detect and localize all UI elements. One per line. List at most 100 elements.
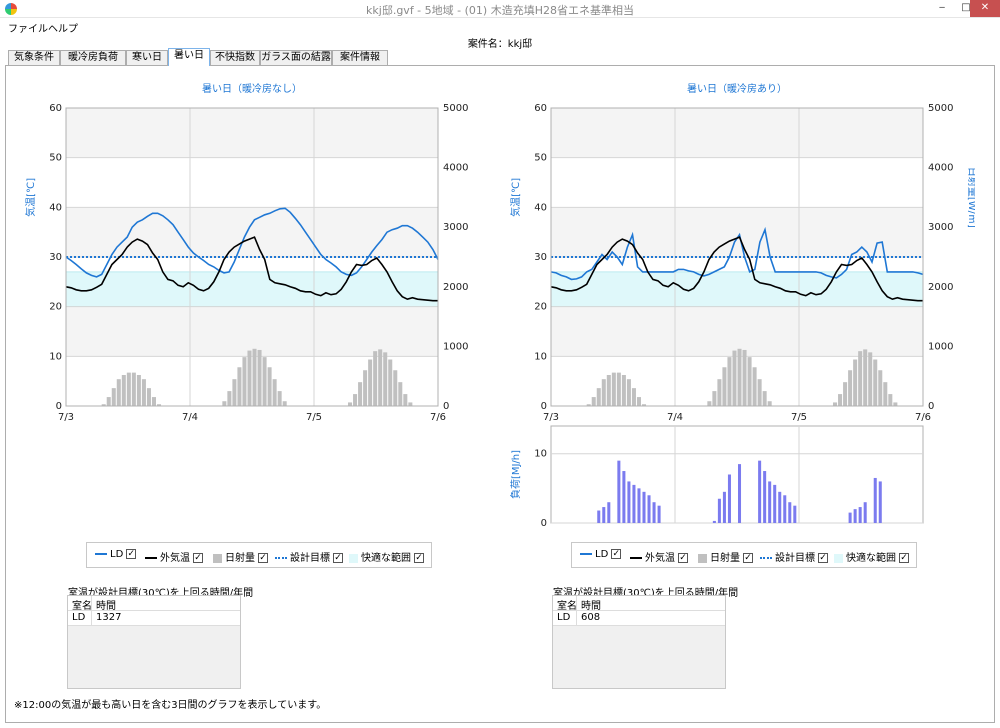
tab-hot-day[interactable]: 暑い日: [168, 48, 210, 66]
load-bar: [788, 502, 792, 523]
load-bar: [863, 502, 867, 523]
table-row[interactable]: LD 1327: [68, 611, 240, 626]
menu-file[interactable]: ファイル: [8, 24, 48, 35]
legend-solar-checkbox[interactable]: ✓: [743, 553, 753, 563]
solar-bar: [146, 388, 151, 406]
tab-glass-condensation[interactable]: ガラス面の結露: [260, 50, 332, 65]
solar-bar: [111, 388, 116, 406]
load-bar: [637, 488, 641, 523]
solar-bar: [586, 404, 591, 406]
solar-bar: [272, 379, 277, 406]
y-tick-label: 60: [49, 103, 62, 114]
load-bar: [853, 509, 857, 523]
load-bar: [607, 502, 611, 523]
legend-ld-checkbox[interactable]: ✓: [126, 549, 137, 559]
legend-solar-checkbox[interactable]: ✓: [258, 553, 268, 563]
x-tick-label: 7/4: [667, 412, 683, 423]
solar-bar: [116, 379, 121, 406]
y-tick-label: 10: [49, 351, 62, 362]
comfort-range: [65, 271, 439, 307]
menu-bar: ファイル ヘルプ: [0, 18, 1000, 35]
load-bar: [727, 474, 731, 523]
tab-discomfort-index[interactable]: 不快指数: [210, 50, 260, 65]
right-legend: LD ✓ 外気温 ✓ 日射量 ✓ 設計目標 ✓ 快適な範囲 ✓: [571, 542, 917, 568]
solar-bar: [257, 349, 262, 406]
load-bar: [738, 464, 742, 523]
y2-tick-label: 0: [443, 401, 449, 412]
load-bar: [758, 460, 762, 523]
y2-tick-label: 4000: [443, 163, 468, 174]
y-tick-label: 20: [49, 302, 62, 313]
close-button[interactable]: ✕: [970, 0, 1000, 17]
solar-bar: [843, 382, 848, 406]
solar-bar: [121, 375, 126, 406]
legend-target-checkbox[interactable]: ✓: [818, 553, 828, 563]
table-row[interactable]: LD 608: [553, 611, 725, 626]
solar-bar: [641, 404, 647, 406]
legend-target: 設計目標 ✓: [275, 549, 343, 564]
solar-bar: [596, 388, 601, 406]
solar-bar: [868, 352, 873, 406]
outdoor-temp-line: [65, 236, 438, 302]
legend-comfort: 快適な範囲 ✓: [349, 549, 424, 564]
left-stats-table: 室名 時間 LD 1327: [67, 595, 241, 689]
grid-band: [551, 306, 923, 357]
load-bar: [632, 484, 636, 523]
solar-bar: [358, 382, 363, 406]
solar-bar: [712, 391, 717, 406]
solar-bar: [237, 367, 242, 406]
solar-bar: [838, 394, 843, 406]
solar-bar: [767, 401, 772, 406]
legend-ld-checkbox[interactable]: ✓: [611, 549, 622, 559]
load-bar: [647, 495, 651, 523]
legend-outdoor-checkbox[interactable]: ✓: [678, 553, 688, 563]
solar-bar: [247, 350, 252, 406]
room-name: LD: [557, 612, 571, 623]
x-tick-label: 7/6: [915, 412, 931, 423]
solar-bar: [131, 372, 136, 406]
y-tick-label: 20: [534, 302, 547, 313]
x-tick-label: 7/5: [791, 412, 807, 423]
color-wheel-icon: [5, 3, 17, 15]
solar-bar: [398, 382, 403, 406]
tab-hvac-load[interactable]: 暖冷房負荷: [60, 50, 126, 65]
y-tick-label: 40: [49, 202, 62, 213]
grid-band: [66, 207, 438, 257]
solar-bar: [252, 348, 257, 406]
solar-bar: [631, 388, 636, 406]
x-tick-label: 7/3: [543, 412, 559, 423]
legend-comfort-checkbox[interactable]: ✓: [414, 553, 424, 563]
y2-tick-label: 3000: [928, 222, 953, 233]
solar-bar: [616, 372, 621, 406]
tab-weather[interactable]: 気象条件: [8, 50, 60, 65]
minimize-button[interactable]: ‒: [938, 2, 946, 13]
load-bar: [763, 471, 767, 523]
solar-bar: [363, 370, 368, 406]
solar-bar: [727, 357, 732, 406]
solar-bar: [373, 351, 378, 406]
title-bar: kkj邸.gvf - 5地域 - (01) 木造充填H28省エネ基準相当 ‒ □…: [0, 0, 1000, 18]
legend-target: 設計目標 ✓: [760, 549, 828, 564]
solar-bar: [893, 402, 898, 406]
legend-target-checkbox[interactable]: ✓: [333, 553, 343, 563]
y2-tick-label: 5000: [928, 103, 953, 114]
solar-bar: [353, 394, 358, 406]
y2-tick-label: 2000: [443, 282, 468, 293]
solar-bar: [621, 375, 626, 406]
legend-outdoor: 外気温 ✓: [145, 549, 203, 564]
legend-outdoor-checkbox[interactable]: ✓: [193, 553, 203, 563]
plot-frame: [550, 107, 924, 407]
hours-value: 1327: [96, 612, 122, 623]
solar-bar: [626, 379, 631, 406]
window-title: kkj邸.gvf - 5地域 - (01) 木造充填H28省エネ基準相当: [366, 4, 634, 17]
solar-bar: [611, 372, 616, 406]
maximize-button[interactable]: □: [961, 2, 971, 13]
load-bar: [717, 498, 721, 523]
tab-case-info[interactable]: 案件情報: [332, 50, 388, 65]
solar-bar: [403, 394, 408, 406]
tab-cold-day[interactable]: 寒い日: [126, 50, 168, 65]
grid-band: [66, 157, 438, 208]
legend-comfort-checkbox[interactable]: ✓: [899, 553, 909, 563]
y2-tick-label: 1000: [443, 341, 468, 352]
menu-help[interactable]: ヘルプ: [48, 24, 78, 35]
